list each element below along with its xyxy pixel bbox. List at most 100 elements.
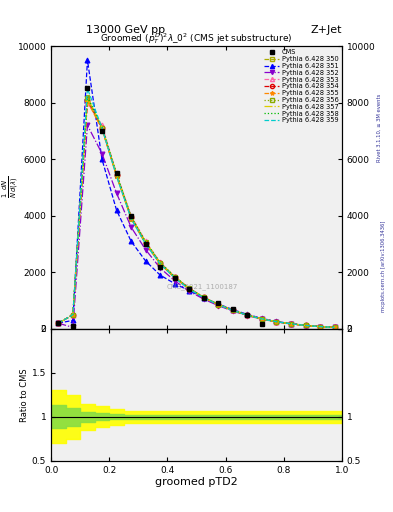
Pythia 6.428 357 [173, 274, 177, 280]
CMS [100, 128, 105, 134]
CMS [85, 86, 90, 92]
Line: Pythia 6.428 358: Pythia 6.428 358 [59, 97, 335, 328]
Pythia 6.428 350 [158, 261, 163, 267]
Pythia 6.428 352 [129, 224, 134, 230]
Pythia 6.428 356 [71, 312, 75, 318]
Pythia 6.428 352 [187, 288, 192, 294]
Pythia 6.428 352 [216, 303, 221, 309]
Pythia 6.428 355 [303, 323, 308, 329]
CMS [231, 306, 235, 312]
Pythia 6.428 356 [187, 285, 192, 291]
Pythia 6.428 359 [245, 312, 250, 318]
Pythia 6.428 358 [303, 323, 308, 329]
Pythia 6.428 351 [114, 207, 119, 213]
Pythia 6.428 359 [100, 125, 105, 131]
Pythia 6.428 357 [231, 307, 235, 313]
Pythia 6.428 355 [274, 319, 279, 325]
Pythia 6.428 359 [318, 324, 323, 330]
Pythia 6.428 355 [114, 173, 119, 179]
Pythia 6.428 355 [332, 325, 337, 331]
CMS [114, 170, 119, 177]
Pythia 6.428 359 [202, 295, 206, 301]
Pythia 6.428 353 [303, 323, 308, 329]
CMS [158, 264, 163, 270]
Pythia 6.428 358 [85, 94, 90, 100]
Pythia 6.428 351 [187, 288, 192, 294]
CMS [260, 321, 264, 327]
Pythia 6.428 355 [260, 316, 264, 322]
Line: Pythia 6.428 353: Pythia 6.428 353 [56, 100, 337, 330]
Pythia 6.428 358 [231, 307, 235, 313]
Pythia 6.428 356 [85, 95, 90, 101]
Pythia 6.428 351 [71, 317, 75, 324]
Pythia 6.428 359 [289, 321, 294, 327]
Pythia 6.428 353 [274, 318, 279, 325]
Pythia 6.428 358 [173, 273, 177, 280]
Pythia 6.428 358 [129, 214, 134, 220]
Pythia 6.428 352 [158, 265, 163, 271]
Pythia 6.428 354 [173, 274, 177, 280]
CMS [245, 312, 250, 318]
Pythia 6.428 355 [85, 98, 90, 104]
CMS [56, 320, 61, 326]
Pythia 6.428 351 [318, 324, 323, 330]
Pythia 6.428 359 [71, 312, 75, 318]
Pythia 6.428 357 [143, 239, 148, 245]
Pythia 6.428 357 [289, 321, 294, 327]
Pythia 6.428 354 [187, 286, 192, 292]
Pythia 6.428 351 [158, 272, 163, 278]
Pythia 6.428 354 [245, 312, 250, 318]
Pythia 6.428 357 [187, 285, 192, 291]
Pythia 6.428 355 [187, 286, 192, 292]
Pythia 6.428 352 [318, 324, 323, 330]
Pythia 6.428 356 [332, 325, 337, 331]
Pythia 6.428 350 [187, 286, 192, 292]
Pythia 6.428 358 [318, 324, 323, 330]
Pythia 6.428 353 [100, 122, 105, 129]
Pythia 6.428 354 [332, 325, 337, 331]
Pythia 6.428 357 [303, 323, 308, 329]
Pythia 6.428 356 [274, 319, 279, 325]
Pythia 6.428 354 [100, 125, 105, 131]
Pythia 6.428 355 [289, 321, 294, 327]
Pythia 6.428 355 [318, 324, 323, 330]
Pythia 6.428 351 [129, 238, 134, 244]
Pythia 6.428 353 [332, 325, 337, 331]
Pythia 6.428 350 [245, 312, 250, 318]
Pythia 6.428 359 [85, 86, 90, 92]
Text: CMS_2021_1100187: CMS_2021_1100187 [167, 283, 238, 290]
Pythia 6.428 354 [71, 312, 75, 318]
Pythia 6.428 359 [332, 325, 337, 331]
Pythia 6.428 350 [129, 216, 134, 222]
Pythia 6.428 357 [71, 312, 75, 318]
Pythia 6.428 357 [56, 320, 61, 326]
Pythia 6.428 358 [245, 312, 250, 318]
Pythia 6.428 351 [260, 315, 264, 322]
Line: Pythia 6.428 350: Pythia 6.428 350 [56, 95, 337, 330]
Pythia 6.428 351 [143, 258, 148, 264]
Pythia 6.428 357 [85, 95, 90, 101]
Pythia 6.428 352 [245, 313, 250, 319]
Pythia 6.428 353 [56, 320, 61, 326]
Pythia 6.428 354 [260, 316, 264, 322]
Pythia 6.428 358 [216, 302, 221, 308]
Pythia 6.428 354 [274, 318, 279, 325]
Pythia 6.428 359 [187, 286, 192, 292]
Pythia 6.428 350 [100, 125, 105, 131]
Pythia 6.428 358 [100, 124, 105, 130]
Legend: CMS, Pythia 6.428 350, Pythia 6.428 351, Pythia 6.428 352, Pythia 6.428 353, Pyt: CMS, Pythia 6.428 350, Pythia 6.428 351,… [262, 47, 341, 126]
Pythia 6.428 352 [303, 323, 308, 329]
Pythia 6.428 353 [260, 316, 264, 322]
Pythia 6.428 350 [332, 325, 337, 331]
Pythia 6.428 352 [274, 319, 279, 325]
Line: Pythia 6.428 354: Pythia 6.428 354 [56, 97, 337, 330]
Pythia 6.428 358 [158, 260, 163, 266]
Pythia 6.428 353 [318, 324, 323, 330]
Pythia 6.428 357 [114, 171, 119, 177]
Pythia 6.428 352 [100, 151, 105, 157]
Title: Groomed $(p_T^D)^2\lambda\_0^2$ (CMS jet substructure): Groomed $(p_T^D)^2\lambda\_0^2$ (CMS jet… [100, 31, 293, 46]
Pythia 6.428 350 [274, 318, 279, 325]
Pythia 6.428 356 [303, 323, 308, 329]
Pythia 6.428 354 [318, 324, 323, 330]
CMS [143, 241, 148, 247]
